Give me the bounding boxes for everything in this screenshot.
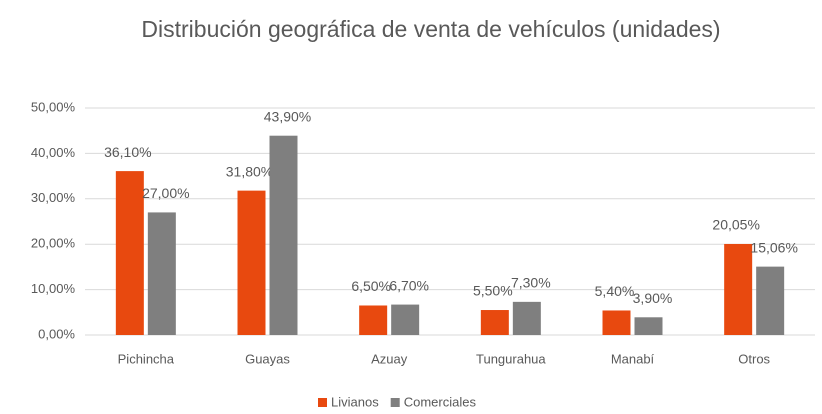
chart-title: Distribución geográfica de venta de vehí… — [141, 16, 721, 42]
data-label: 36,10% — [104, 144, 151, 160]
bar — [359, 305, 388, 335]
y-tick-label: 40,00% — [31, 145, 76, 160]
data-label: 3,90% — [633, 290, 673, 306]
legend-label: Livianos — [331, 394, 379, 409]
data-label: 27,00% — [142, 185, 189, 201]
bar — [634, 317, 663, 335]
bar — [512, 301, 541, 335]
data-label: 20,05% — [712, 217, 759, 233]
bar — [391, 304, 420, 335]
data-label: 5,50% — [473, 283, 513, 299]
bar — [756, 266, 785, 335]
bar — [269, 135, 298, 335]
y-tick-label: 50,00% — [31, 99, 76, 114]
legend-label: Comerciales — [404, 394, 477, 409]
bar — [115, 171, 144, 335]
x-tick-label: Manabí — [611, 351, 655, 366]
bar — [724, 243, 753, 335]
y-tick-label: 10,00% — [31, 281, 76, 296]
bar — [147, 212, 176, 335]
data-label: 6,50% — [351, 278, 391, 294]
y-tick-label: 30,00% — [31, 190, 76, 205]
y-tick-label: 0,00% — [38, 326, 75, 341]
x-tick-label: Tungurahua — [476, 351, 546, 366]
x-tick-label: Pichincha — [118, 351, 175, 366]
data-label: 5,40% — [595, 283, 635, 299]
data-label: 31,80% — [226, 163, 273, 179]
bar — [237, 190, 266, 335]
data-label: 6,70% — [389, 277, 429, 293]
x-tick-label: Otros — [738, 351, 770, 366]
y-tick-label: 20,00% — [31, 236, 76, 251]
legend-swatch — [318, 398, 327, 407]
data-label: 15,06% — [750, 239, 797, 255]
bar — [602, 310, 631, 335]
data-label: 7,30% — [511, 275, 551, 291]
x-tick-label: Guayas — [245, 351, 290, 366]
x-tick-label: Azuay — [371, 351, 408, 366]
bar — [480, 310, 509, 335]
data-label: 43,90% — [264, 108, 311, 124]
legend-swatch — [390, 398, 400, 407]
